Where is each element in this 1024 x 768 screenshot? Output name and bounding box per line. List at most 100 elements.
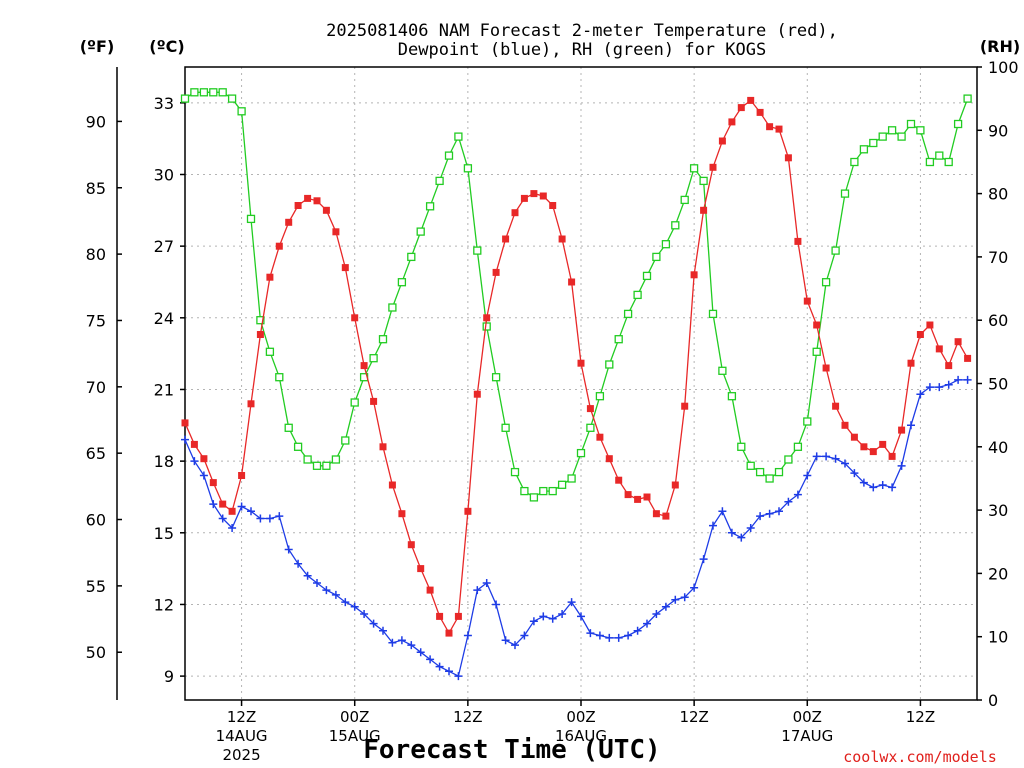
temperature-point (454, 612, 462, 620)
fahrenheit-tick-label: 50 (86, 643, 106, 662)
celsius-tick-label: 9 (164, 667, 174, 686)
rh-point (595, 392, 605, 401)
temperature-point (737, 104, 745, 112)
series (180, 88, 972, 681)
dewpoint-point (473, 586, 482, 595)
dewpoint-point (793, 490, 802, 499)
dewpoint-point (577, 612, 585, 621)
dewpoint-point (812, 452, 821, 461)
rh-point (444, 151, 454, 160)
temperature-point (813, 321, 821, 329)
dewpoint-point (737, 533, 746, 542)
dewpoint-point (614, 633, 623, 642)
dewpoint-point (520, 631, 529, 640)
temperature-point (586, 405, 594, 413)
dewpoint-point (322, 586, 331, 595)
rh-point (548, 486, 557, 496)
temperature-point (916, 331, 924, 338)
rh-point (793, 442, 803, 451)
temperature-point (285, 218, 293, 226)
temperature-line (184, 99, 969, 635)
fahrenheit-tick-label: 60 (86, 511, 106, 530)
rh-point (209, 88, 218, 97)
rh-point (341, 436, 350, 445)
temperature-point (568, 278, 576, 286)
temperature-point (832, 402, 840, 410)
rh-point (227, 94, 237, 103)
fahrenheit-tick-label: 55 (86, 577, 106, 596)
rh-point (331, 455, 341, 464)
rh-point (897, 132, 906, 141)
x-tick-label: 12Z (227, 708, 256, 726)
dewpoint-point (746, 524, 755, 532)
temperature-point (898, 426, 906, 434)
dewpoint-point (379, 626, 387, 635)
temperature-point (879, 440, 887, 448)
fahrenheit-tick-label: 75 (86, 311, 106, 330)
temperature-point (370, 397, 378, 405)
rh-point (284, 423, 293, 432)
rh-point (529, 493, 539, 502)
dewpoint-point (671, 595, 680, 604)
dewpoint-line (184, 379, 968, 678)
rh-point (755, 467, 765, 477)
dewpoint-point (529, 617, 538, 626)
rh-point (491, 373, 501, 382)
dewpoint-point (341, 598, 350, 607)
rh-point (963, 94, 972, 103)
rh-point (312, 461, 322, 470)
rh-point (623, 309, 633, 319)
rh-point (237, 107, 246, 116)
rh-point (944, 157, 953, 167)
dewpoint-point (190, 457, 199, 466)
rh-tick-label: 50 (988, 375, 1008, 394)
temperature-series (181, 96, 972, 637)
temperature-point (964, 354, 972, 362)
rh-tick-label: 80 (988, 185, 1008, 204)
temperature-point (436, 612, 444, 620)
dewpoint-point (303, 571, 312, 580)
temperature-point (313, 197, 321, 205)
rh-point (935, 151, 944, 160)
rh-point (859, 145, 869, 154)
x-tick-date-label: 15AUG (329, 727, 381, 745)
dewpoint-point (916, 390, 925, 399)
dewpoint-point (869, 483, 878, 492)
temperature-point (728, 118, 736, 126)
temperature-point (341, 264, 349, 272)
rh-tick-label: 40 (988, 438, 1008, 457)
dewpoint-point (313, 579, 321, 587)
rh-point (388, 303, 397, 312)
temperature-point (520, 194, 528, 202)
temperature-point (756, 108, 764, 116)
rh-point (661, 240, 671, 249)
temperature-point (907, 359, 915, 367)
chart-title-line-2: Dewpoint (blue), RH (green) for KOGS (398, 40, 766, 60)
rh-point (689, 164, 699, 173)
celsius-unit-label: (ºC) (149, 37, 184, 56)
dewpoint-point (275, 512, 284, 521)
temperature-point (954, 338, 962, 346)
dewpoint-point (944, 380, 953, 389)
dewpoint-point (680, 593, 689, 602)
temperature-point (322, 206, 330, 214)
dewpoint-point (859, 478, 868, 487)
dewpoint-series (181, 375, 972, 681)
temperature-point (256, 331, 264, 338)
temperature-point (945, 362, 953, 370)
temperature-point (483, 314, 491, 322)
rh-point (765, 474, 774, 483)
temperature-point (209, 479, 217, 487)
rh-point (614, 335, 623, 344)
dewpoint-point (265, 514, 274, 523)
dewpoint-point (463, 631, 472, 640)
dewpoint-point (907, 421, 915, 430)
celsius-tick-label: 30 (154, 165, 174, 184)
dewpoint-point (661, 602, 670, 611)
rh-point (916, 126, 925, 135)
dewpoint-point (256, 514, 265, 523)
credit-label: coolwx.com/models (843, 748, 997, 766)
temperature-point (549, 202, 557, 209)
dewpoint-point (218, 514, 227, 523)
dewpoint-point (878, 481, 887, 489)
